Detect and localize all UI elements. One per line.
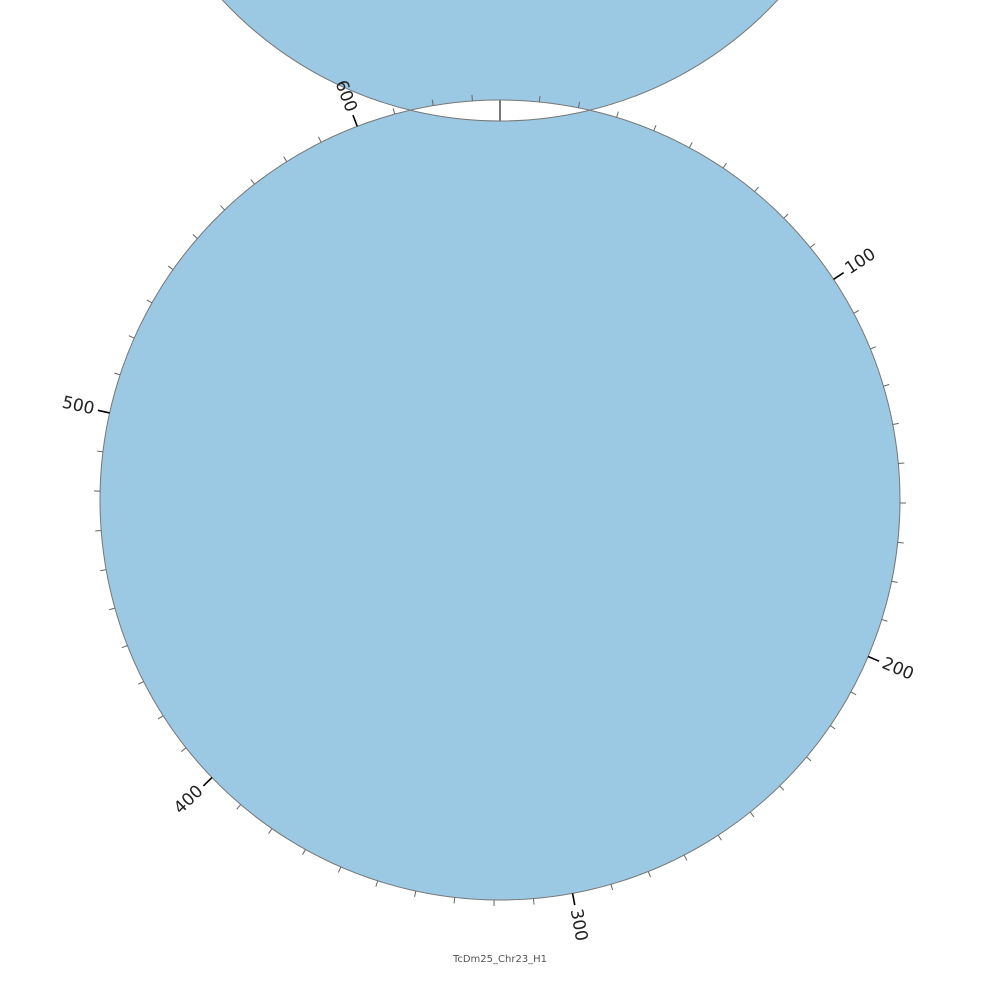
minor-tick [870, 346, 877, 350]
minor-tick [337, 866, 342, 873]
minor-tick [128, 335, 135, 339]
minor-tick [100, 569, 107, 572]
minor-tick [754, 186, 759, 192]
minor-tick [167, 265, 174, 270]
tick-label: 200 [879, 654, 917, 685]
minor-tick [96, 450, 103, 453]
minor-tick [192, 234, 198, 239]
minor-tick [431, 99, 434, 106]
major-tick [571, 893, 576, 906]
minor-tick [891, 580, 898, 584]
minor-tick [181, 747, 187, 752]
axis-ticks [94, 94, 906, 906]
minor-tick [898, 462, 905, 465]
minor-tick [392, 108, 396, 115]
minor-tick [809, 243, 816, 248]
minor-tick [414, 890, 417, 898]
minor-tick [897, 541, 904, 544]
minor-tick [532, 898, 535, 905]
minor-tick [250, 179, 255, 185]
minor-tick [610, 884, 614, 891]
minor-tick [683, 854, 688, 861]
minor-tick [688, 142, 693, 148]
minor-tick [783, 213, 789, 219]
minor-tick [121, 645, 128, 649]
minor-tick [114, 372, 121, 376]
minor-tick [722, 162, 727, 169]
minor-tick [883, 384, 890, 387]
chromosome-ring [99, 0, 901, 901]
minor-tick [653, 125, 657, 131]
minor-tick [283, 156, 288, 162]
minor-tick [779, 785, 785, 791]
tick-label: 500 [60, 393, 96, 420]
minor-tick [220, 205, 225, 211]
minor-tick [717, 834, 722, 841]
minor-tick [236, 804, 242, 810]
minor-tick [892, 422, 899, 425]
minor-tick [453, 897, 456, 904]
minor-tick [806, 756, 812, 762]
major-tick [867, 655, 880, 662]
chromosome-title: TcDm25_Chr23_H1 [452, 954, 548, 965]
minor-tick [157, 715, 164, 720]
minor-tick [302, 849, 306, 855]
minor-tick [268, 828, 273, 834]
minor-tick [108, 607, 116, 611]
minor-tick [616, 111, 619, 118]
minor-tick [647, 871, 651, 878]
minor-tick [538, 95, 541, 102]
minor-tick [137, 681, 144, 685]
minor-tick [375, 880, 379, 887]
major-tick [202, 776, 213, 787]
major-tick [352, 114, 358, 127]
tick-label: 400 [170, 781, 207, 818]
minor-tick [577, 101, 581, 108]
minor-tick [146, 299, 153, 304]
minor-tick [318, 136, 322, 143]
minor-tick [850, 691, 857, 696]
major-tick [97, 409, 110, 414]
tick-label: 100 [841, 244, 879, 279]
major-tick [833, 272, 845, 280]
minor-tick [881, 618, 888, 622]
minor-tick [830, 725, 836, 730]
tick-label: 300 [566, 907, 592, 943]
minor-tick [853, 309, 860, 314]
minor-tick [749, 811, 755, 818]
